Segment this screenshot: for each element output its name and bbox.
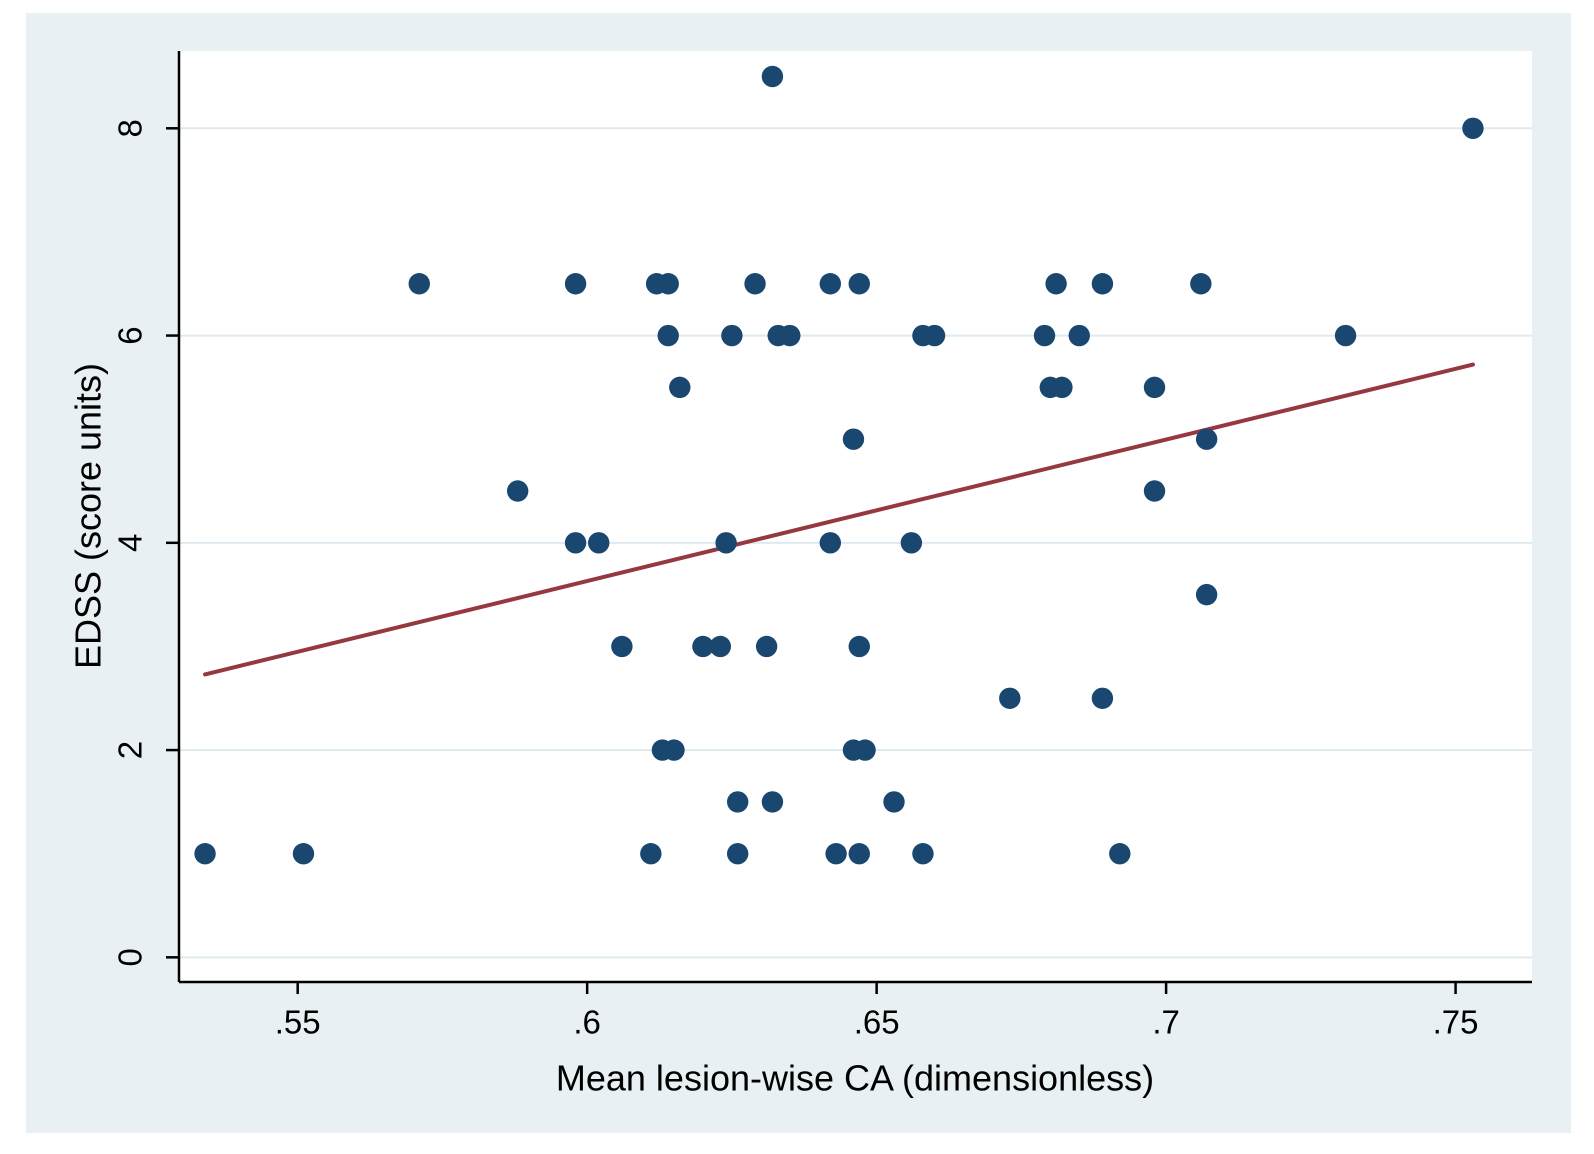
scatter-point [709,635,732,658]
scatter-point [744,273,766,295]
scatter-point [408,273,430,295]
scatter-point [900,532,923,554]
scatter-point [506,480,529,502]
scatter-point [1462,117,1484,140]
scatter-point [923,324,946,347]
scatter-point [1068,324,1090,347]
scatter-point [1190,273,1212,295]
scatter-point [726,791,749,813]
y-axis-ticks: 0 2 4 6 8 [112,119,179,967]
y-tick-label: 6 [112,326,149,344]
scatter-point [564,532,587,554]
scatter-point [819,532,842,554]
y-tick-label: 8 [112,119,149,137]
scatter-point [854,739,876,761]
scatter-point [1195,428,1218,450]
scatter-point [999,687,1021,709]
x-axis-ticks: .55 .6 .65 .7 .75 [275,982,1479,1041]
scatter-point [912,843,934,865]
scatter-point [848,843,870,865]
scatter-point [1091,687,1114,709]
scatter-points [194,65,1484,865]
scatter-point [1051,376,1073,399]
y-tick-label: 2 [112,741,149,759]
scatter-point [1195,583,1218,606]
scatter-point [726,843,749,865]
scatter-point [1334,324,1357,347]
scatter-point [194,843,216,865]
y-tick-label: 4 [112,534,149,552]
scatter-point [1143,376,1166,399]
scatter-point [761,65,784,88]
scatter-point [640,843,662,865]
scatter-point [848,635,870,658]
scatter-point [657,273,679,295]
scatter-point [848,273,870,295]
fit-line [203,362,1475,677]
scatter-point [715,532,737,554]
scatter-point [761,791,784,813]
scatter-point [779,324,801,347]
scatter-point [564,273,587,295]
gridlines [179,127,1532,959]
scatter-point [755,635,778,658]
scatter-point [825,843,847,865]
x-tick-label: .55 [275,1004,321,1041]
x-tick-label: .6 [573,1004,601,1041]
x-axis-title: Mean lesion-wise CA (dimensionless) [556,1058,1154,1099]
scatter-point [1033,324,1056,347]
scatter-point [588,532,610,554]
y-axis-title: EDSS (score units) [68,363,109,669]
scatter-point [669,376,691,399]
scatter-point [721,324,743,347]
scatter-point [657,324,679,347]
scatter-point [1045,273,1067,295]
x-tick-label: .75 [1433,1004,1479,1041]
scatter-point [1143,480,1166,502]
scatter-point [292,843,315,865]
scatter-point [692,635,714,658]
x-tick-label: .7 [1152,1004,1180,1041]
x-tick-label: .65 [854,1004,900,1041]
scatter-point [1091,273,1114,295]
scatter-point [663,739,685,761]
scatter-point [842,428,865,450]
scatter-point [883,791,905,813]
scatter-point [611,635,633,658]
scatter-point [1109,843,1131,865]
scatter-point [819,273,842,295]
y-tick-label: 0 [112,948,149,966]
